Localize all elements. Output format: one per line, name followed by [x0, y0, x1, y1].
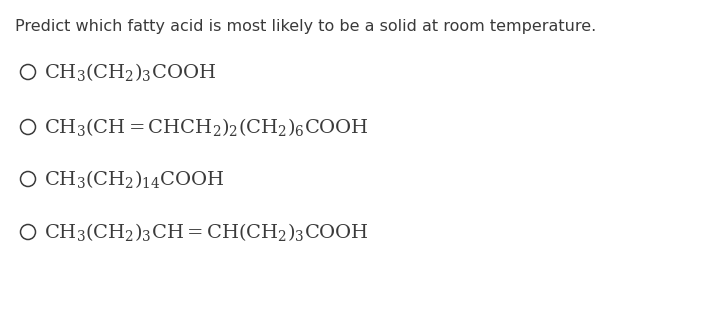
Text: $\mathregular{CH_3(CH_2)_3CH{=}CH(CH_2)_3COOH}$: $\mathregular{CH_3(CH_2)_3CH{=}CH(CH_2)_… [43, 221, 368, 243]
Text: $\mathregular{CH_3(CH{=}CHCH_2)_2(CH_2)_6COOH}$: $\mathregular{CH_3(CH{=}CHCH_2)_2(CH_2)_… [43, 116, 368, 138]
Text: Predict which fatty acid is most likely to be a solid at room temperature.: Predict which fatty acid is most likely … [15, 19, 596, 34]
Text: $\mathregular{CH_3(CH_2)_3COOH}$: $\mathregular{CH_3(CH_2)_3COOH}$ [43, 61, 216, 83]
Text: $\mathregular{CH_3(CH_2)_{14}COOH}$: $\mathregular{CH_3(CH_2)_{14}COOH}$ [43, 168, 224, 190]
